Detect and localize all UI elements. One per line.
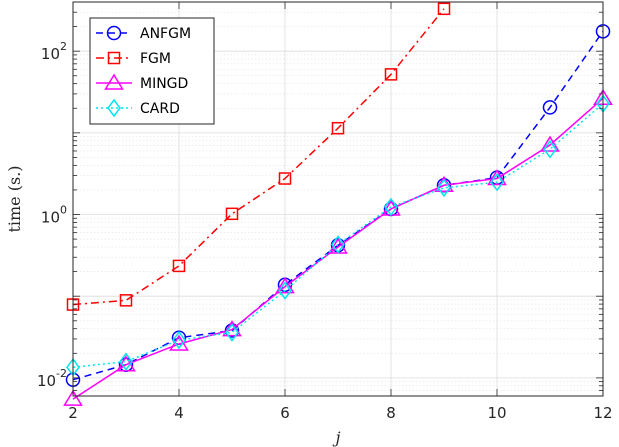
data-point-mingd (487, 169, 507, 186)
data-point-card (490, 172, 504, 192)
legend-marker-fgm (107, 51, 121, 65)
data-point-card (384, 197, 398, 217)
y-tick-base: 10 (41, 209, 60, 227)
legend-marker-mingd (104, 73, 124, 90)
data-point-fgm (119, 294, 133, 307)
legend-label-fgm: FGM (140, 51, 171, 67)
legend-label-card: CARD (140, 101, 180, 117)
legend: ANFGM FGM MINGD CARD (89, 17, 215, 125)
data-point-fgm (172, 259, 186, 273)
y-tick-label: 102 (41, 40, 67, 63)
data-point-card (172, 330, 186, 350)
x-tick-label: 6 (280, 404, 290, 422)
legend-entry-card: CARD (96, 98, 180, 118)
data-point-card (119, 352, 133, 371)
x-tick-label: 10 (487, 404, 506, 422)
y-tick-label: 10-2 (37, 367, 67, 390)
x-axis-label: j (333, 428, 341, 447)
legend-marker-anfgm (106, 25, 122, 41)
series-line-fgm (72, 8, 445, 306)
legend-entry-fgm: FGM (96, 51, 171, 67)
y-tick-exponent: -2 (56, 367, 67, 380)
y-tick-exponent: 0 (60, 204, 67, 217)
legend-entries: ANFGM FGM MINGD CARD (96, 25, 191, 118)
legend-entry-anfgm: ANFGM (96, 25, 191, 42)
data-point-fgm (278, 172, 292, 185)
data-point-mingd (63, 389, 83, 406)
data-point-fgm (437, 2, 451, 16)
data-point-card (225, 323, 239, 342)
data-point-fgm (384, 68, 398, 81)
data-point-mingd (540, 135, 560, 152)
data-point-card (437, 178, 451, 198)
data-point-fgm (225, 207, 239, 221)
x-tick-label: 12 (593, 404, 612, 422)
legend-marker-card (107, 98, 121, 118)
y-tick-base: 10 (37, 372, 56, 390)
data-point-card (278, 281, 292, 300)
data-point-mingd (222, 320, 242, 337)
data-point-card (331, 235, 345, 254)
data-point-fgm (331, 121, 345, 135)
data-point-mingd (275, 277, 295, 294)
series-line-card (72, 103, 604, 368)
data-point-card (543, 139, 557, 159)
x-tick-labels: 2 4 6 8 10 12 (68, 404, 612, 422)
tick-marks (72, 1, 604, 397)
series-line-mingd (72, 97, 604, 400)
plot-frame (72, 1, 604, 397)
y-tick-exponent: 2 (60, 40, 67, 53)
x-tick-label: 8 (386, 404, 396, 422)
legend-box (89, 17, 215, 125)
series-fgm (66, 2, 451, 311)
x-tick-label: 4 (174, 404, 184, 422)
y-tick-base: 10 (41, 45, 60, 63)
legend-label-anfgm: ANFGM (140, 26, 191, 42)
y-axis-label: time (s.) (5, 165, 24, 232)
data-point-anfgm (542, 100, 558, 115)
legend-label-mingd: MINGD (140, 76, 188, 92)
y-tick-label: 100 (41, 204, 67, 227)
series-mingd (63, 88, 613, 406)
legend-entry-mingd: MINGD (96, 73, 188, 92)
x-tick-label: 2 (68, 404, 78, 422)
